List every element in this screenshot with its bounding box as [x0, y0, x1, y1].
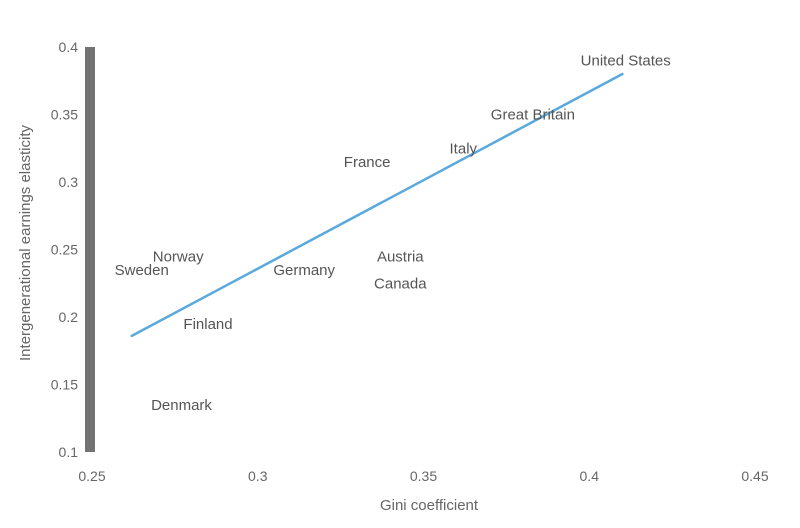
point-label-austria: Austria [377, 248, 424, 265]
y-tick-label: 0.2 [59, 309, 79, 325]
point-label-united-states: United States [581, 53, 671, 70]
x-tick-label: 0.25 [78, 468, 105, 484]
point-label-canada: Canada [374, 275, 427, 292]
y-axis-title: Intergenerational earnings elasticity [17, 125, 34, 361]
x-axis-title: Gini coefficient [380, 497, 479, 514]
x-tick-label: 0.35 [410, 468, 437, 484]
point-label-norway: Norway [153, 248, 204, 265]
point-label-germany: Germany [273, 262, 335, 279]
point-label-great-britain: Great Britain [491, 107, 575, 124]
trend-line [130, 72, 624, 338]
point-label-france: France [344, 154, 391, 171]
y-axis-bar [85, 47, 95, 452]
x-tick-label: 0.4 [580, 468, 600, 484]
x-tick-label: 0.45 [741, 468, 768, 484]
y-tick-label: 0.1 [59, 444, 79, 460]
y-tick-label: 0.25 [51, 242, 78, 258]
point-label-denmark: Denmark [151, 397, 212, 414]
y-tick-label: 0.4 [59, 39, 79, 55]
y-axis: 0.4 0.35 0.3 0.25 0.2 0.15 0.1 [51, 39, 95, 460]
point-label-sweden: Sweden [115, 262, 169, 279]
data-points: United States Great Britain Italy France Nor… [115, 53, 671, 414]
point-label-finland: Finland [183, 316, 232, 333]
y-tick-label: 0.15 [51, 377, 78, 393]
y-tick-label: 0.3 [59, 174, 79, 190]
x-axis: 0.25 0.3 0.35 0.4 0.45 [78, 468, 768, 484]
x-tick-label: 0.3 [248, 468, 268, 484]
y-tick-label: 0.35 [51, 107, 78, 123]
point-label-italy: Italy [450, 140, 478, 157]
